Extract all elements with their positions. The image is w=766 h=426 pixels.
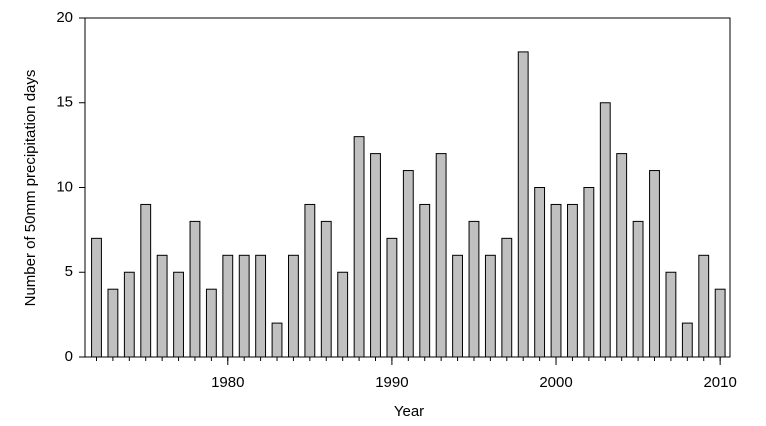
bar — [189, 220, 201, 358]
bar — [107, 288, 119, 358]
bar — [123, 271, 135, 358]
x-tick-label: 1990 — [375, 374, 408, 391]
bar — [632, 220, 644, 358]
y-axis-label: Number of 50mm precipitation days — [22, 70, 39, 307]
bar — [222, 254, 234, 358]
bar — [468, 220, 480, 358]
bar — [484, 254, 496, 358]
bar — [205, 288, 217, 358]
plot-frame — [84, 17, 731, 358]
bar — [156, 254, 168, 358]
bar — [173, 271, 184, 358]
bar — [681, 322, 693, 358]
y-tick-label: 10 — [56, 178, 73, 195]
bar — [271, 322, 283, 358]
bar — [698, 254, 710, 358]
x-tick-label: 1980 — [211, 374, 244, 391]
bar — [599, 102, 611, 358]
bar — [288, 254, 299, 358]
x-tick-label: 2010 — [703, 374, 736, 391]
bar — [714, 288, 726, 358]
bar — [337, 271, 349, 358]
bar — [304, 203, 316, 358]
bar — [255, 254, 267, 358]
x-tick-label: 2000 — [539, 374, 572, 391]
bar — [616, 153, 628, 358]
bar — [370, 153, 381, 358]
bar — [534, 187, 546, 358]
bar — [452, 254, 463, 358]
bar — [550, 203, 562, 358]
bar — [419, 203, 431, 358]
bar — [583, 187, 595, 358]
x-axis-label: Year — [394, 403, 424, 420]
y-tick-label: 5 — [65, 263, 73, 280]
bar — [320, 220, 332, 358]
bar — [353, 136, 365, 358]
bar — [402, 170, 414, 358]
bar — [91, 237, 102, 358]
bar — [665, 271, 677, 358]
y-tick-label: 20 — [56, 9, 73, 26]
bar — [238, 254, 250, 358]
bar — [567, 203, 578, 358]
y-tick-label: 0 — [65, 348, 73, 365]
bar — [517, 51, 529, 358]
bar — [649, 170, 660, 358]
bar — [435, 153, 447, 358]
bar — [501, 237, 513, 358]
bar — [140, 203, 152, 358]
bar — [386, 237, 398, 358]
y-tick-label: 15 — [56, 94, 73, 111]
